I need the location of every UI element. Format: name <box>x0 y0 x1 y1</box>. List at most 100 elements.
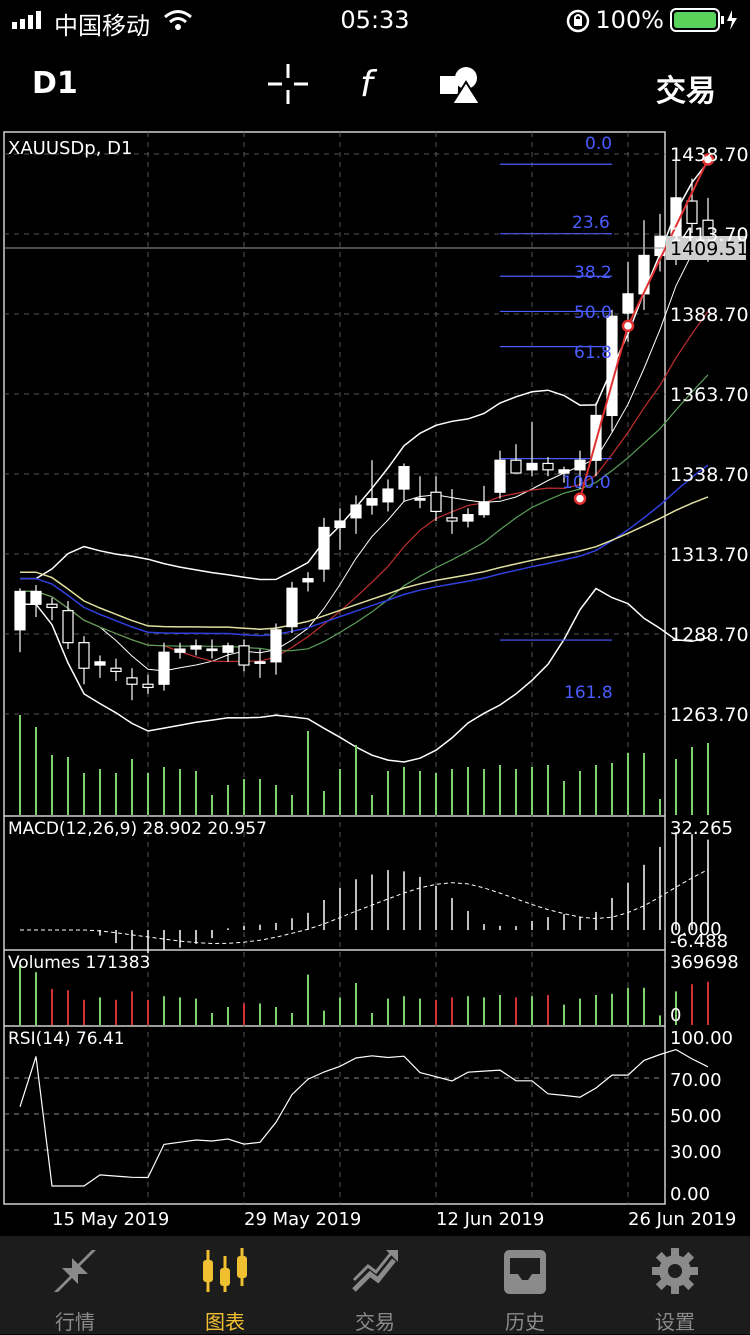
timeframe-button[interactable]: D1 <box>32 66 78 101</box>
history-icon <box>504 1250 546 1294</box>
tab-quotes[interactable]: 行情 <box>0 1236 150 1334</box>
candle-body <box>382 488 394 503</box>
orientation-lock-icon <box>566 9 590 33</box>
candle-body <box>254 661 266 664</box>
candle-body <box>654 235 666 257</box>
volume-tick: 0 <box>670 1005 681 1026</box>
tab-label: 图表 <box>205 1310 245 1334</box>
trade-button[interactable]: 交易 <box>656 74 716 109</box>
tab-label: 行情 <box>55 1310 95 1334</box>
fib-label: 23.6 <box>572 213 610 233</box>
macd-tick: 0.000 <box>670 919 722 940</box>
candle-body <box>510 459 522 474</box>
candle-body <box>334 520 346 529</box>
price-tick: 1438.70 <box>670 144 749 166</box>
trade-icon <box>352 1250 398 1292</box>
price-tick: 1363.70 <box>670 384 749 406</box>
chart-toolbar: D1 f 交易 <box>0 56 750 116</box>
candle-body <box>46 603 58 609</box>
candle-body <box>190 645 202 650</box>
candle-body <box>222 645 234 653</box>
candle-body <box>366 498 378 506</box>
svg-text:f: f <box>360 64 378 105</box>
fib-label: 161.8 <box>564 683 613 703</box>
tab-label: 设置 <box>655 1310 695 1334</box>
trend-anchor <box>573 492 587 505</box>
rsi-label: RSI(14) 76.41 <box>8 1029 125 1049</box>
candle-body <box>94 661 106 666</box>
candle-body <box>318 526 330 570</box>
macd-tick: 32.265 <box>670 818 733 839</box>
symbol-label: XAUUSDp, D1 <box>8 138 132 159</box>
price-tick: 1388.70 <box>670 304 749 326</box>
candle-body <box>542 462 554 471</box>
candle-body <box>398 466 410 490</box>
rsi-tick: 30.00 <box>670 1142 722 1163</box>
candle-body <box>558 469 570 474</box>
candle-body <box>238 645 250 666</box>
price-tick: 1338.70 <box>670 464 749 486</box>
function-icon[interactable]: f <box>354 62 394 106</box>
candle-body <box>478 501 490 516</box>
price-tick: 1413.70 <box>670 224 749 246</box>
shapes-icon[interactable] <box>438 62 482 106</box>
macd-label: MACD(12,26,9) 28.902 20.957 <box>8 819 267 839</box>
macd-signal-line <box>20 869 709 945</box>
candle-body <box>206 648 218 652</box>
candle-body <box>494 459 506 493</box>
candle-body <box>302 578 314 583</box>
ma-blue-line <box>20 464 709 637</box>
fib-label: 0.0 <box>585 134 612 154</box>
candle-body <box>526 462 538 471</box>
rsi-line <box>19 1048 709 1187</box>
battery-icon <box>670 8 737 32</box>
ma-yellow-line <box>20 496 709 630</box>
carrier-label: 中国移动 <box>54 12 150 40</box>
volumes-label: Volumes 171383 <box>8 953 150 973</box>
candle-body <box>686 200 698 225</box>
price-chart[interactable]: 1409.51 1438.70 1413.70 1388.70 1363.70 … <box>0 126 750 1236</box>
candle-body <box>462 514 474 522</box>
date-label: 12 Jun 2019 <box>436 1209 544 1230</box>
tab-history[interactable]: 历史 <box>450 1236 600 1334</box>
chart-area[interactable]: 1409.51 1438.70 1413.70 1388.70 1363.70 … <box>0 126 750 1236</box>
candle-body <box>14 590 26 631</box>
tab-trade[interactable]: 交易 <box>300 1236 450 1334</box>
date-label: 26 Jun 2019 <box>628 1209 736 1230</box>
current-price-box <box>666 236 746 260</box>
battery-percent: 100% <box>595 6 664 34</box>
trend-anchor <box>621 319 635 333</box>
chart-border <box>3 131 666 1205</box>
candle-body <box>350 504 362 519</box>
macd-tick: -6.488 <box>670 931 728 952</box>
price-tick: 1313.70 <box>670 544 749 566</box>
rsi-tick: 50.00 <box>670 1106 722 1127</box>
tab-settings[interactable]: 设置 <box>600 1236 750 1334</box>
bollinger-upper <box>20 161 709 581</box>
tab-label: 历史 <box>505 1310 545 1334</box>
candle-body <box>78 642 90 669</box>
clock: 05:33 <box>340 6 410 34</box>
chart-icon <box>203 1248 247 1292</box>
candle-body <box>446 517 458 522</box>
quotes-icon <box>54 1250 96 1292</box>
candle-body <box>62 610 74 644</box>
candle-body <box>126 677 138 685</box>
candle-body <box>622 293 634 314</box>
status-bar: 中国移动 05:33 100% <box>0 0 750 40</box>
candle-body <box>606 315 618 417</box>
current-price-label: 1409.51 <box>670 238 749 260</box>
volume-tick: 369698 <box>670 952 739 973</box>
date-label: 15 May 2019 <box>52 1209 169 1230</box>
wifi-icon <box>164 10 192 30</box>
settings-icon <box>652 1248 698 1294</box>
fib-label: 50.0 <box>574 303 612 323</box>
candle-body <box>174 648 186 653</box>
candle-body <box>110 667 122 673</box>
candle-body <box>158 651 170 685</box>
crosshair-icon[interactable] <box>266 62 310 106</box>
tab-chart[interactable]: 图表 <box>150 1236 300 1334</box>
fib-label: 61.8 <box>574 343 612 363</box>
bollinger-lower <box>20 587 709 763</box>
candle-body <box>286 587 298 628</box>
